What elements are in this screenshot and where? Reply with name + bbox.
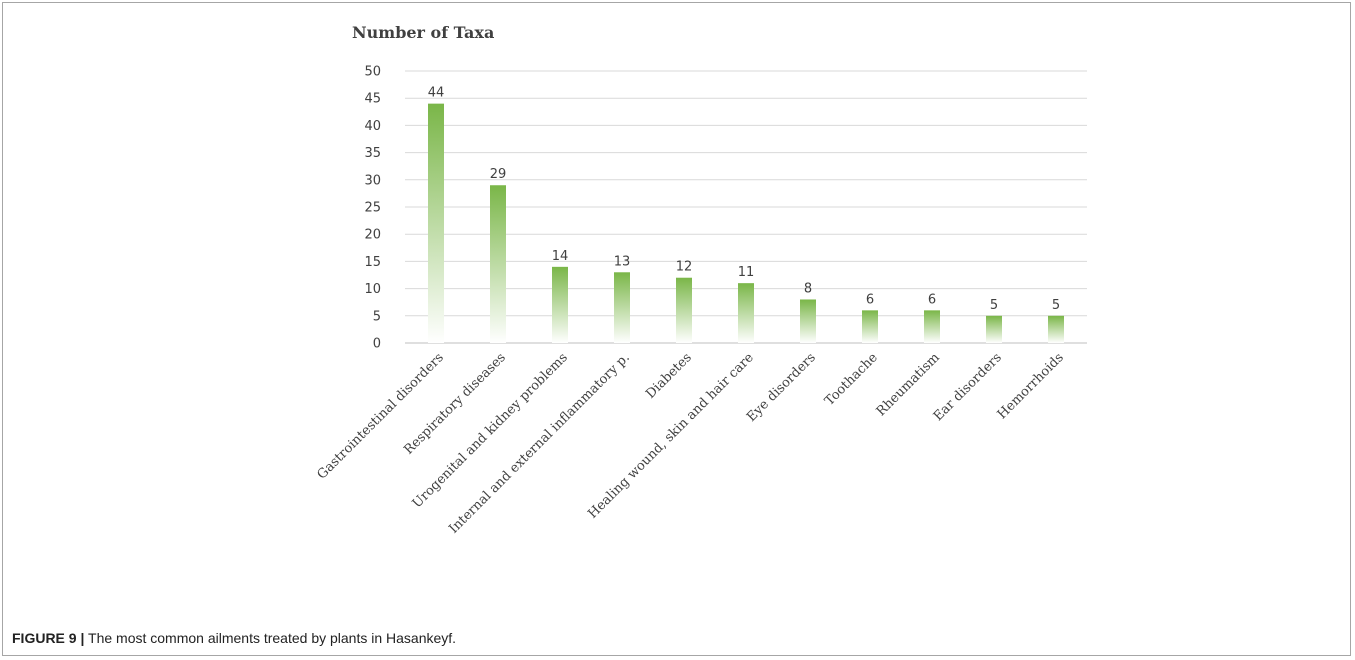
bar [738, 283, 754, 343]
data-label: 44 [428, 86, 445, 101]
x-category-label: Diabetes [643, 350, 695, 402]
bar [428, 103, 444, 343]
data-label: 12 [676, 260, 693, 275]
data-label: 29 [490, 167, 507, 182]
x-category-label: Gastrointestinal disorders [315, 350, 447, 482]
bar [800, 299, 816, 343]
bars [428, 103, 1064, 343]
x-category-label: Respiratory diseases [401, 350, 508, 457]
y-tick-label: 15 [364, 255, 381, 270]
data-label: 13 [614, 254, 631, 269]
y-tick-label: 5 [373, 309, 381, 324]
data-label: 5 [1052, 298, 1060, 313]
y-tick-label: 35 [364, 146, 381, 161]
figure-number: FIGURE 9 | [12, 630, 85, 646]
y-tick-label: 45 [364, 92, 381, 107]
y-tick-label: 10 [364, 282, 381, 297]
caption-text: The most common ailments treated by plan… [84, 630, 457, 646]
bar [986, 315, 1002, 343]
bar [1048, 315, 1064, 343]
y-tick-label: 50 [364, 65, 381, 80]
bar [862, 310, 878, 343]
y-tick-label: 0 [373, 337, 381, 352]
chart-title: Number of Taxa [352, 23, 494, 42]
data-label: 6 [928, 292, 936, 307]
y-tick-label: 40 [364, 119, 381, 134]
y-tick-label: 25 [364, 201, 381, 216]
bar [614, 272, 630, 343]
data-label: 6 [866, 292, 874, 307]
y-tick-label: 30 [364, 173, 381, 188]
gridlines [405, 70, 1087, 344]
x-category-label: Rheumatism [874, 350, 943, 419]
bar [676, 277, 692, 343]
x-category-label: Toothache [822, 350, 881, 409]
y-tick-label: 20 [364, 228, 381, 243]
data-label: 8 [804, 281, 812, 296]
data-label: 14 [552, 249, 569, 264]
data-label: 5 [990, 298, 998, 313]
figure-caption: FIGURE 9 | The most common ailments trea… [12, 630, 456, 646]
data-labels: 44 29 14 13 12 11 8 6 6 5 5 [428, 86, 1060, 313]
bar-chart: Number of Taxa 0 5 10 15 20 25 30 35 40 45 50 44 29… [315, 23, 1087, 537]
y-axis-ticks: 0 5 10 15 20 25 30 35 40 45 50 [364, 65, 381, 352]
bar [924, 310, 940, 343]
data-label: 11 [738, 265, 755, 280]
bar [490, 185, 506, 343]
x-category-label: Hemorrhoids [995, 350, 1067, 422]
bar [552, 266, 568, 343]
